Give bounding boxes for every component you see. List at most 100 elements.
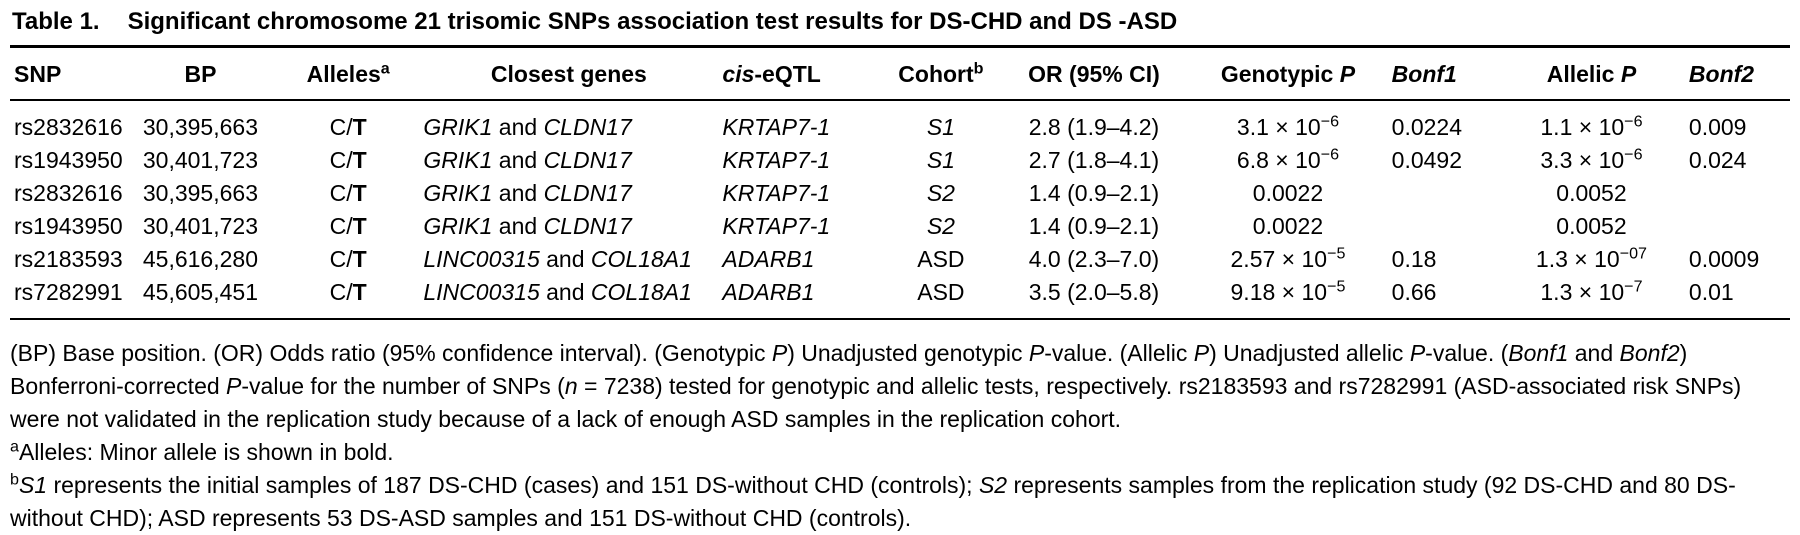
col-header-cohort-sup: b	[973, 59, 984, 78]
cell-alleles: C/T	[329, 246, 367, 272]
cell-bonf1: 0.0224	[1391, 114, 1463, 140]
col-header-cis-eqtl-rest: -eQTL	[754, 61, 821, 87]
cell-or: 2.7 (1.8–4.1)	[1028, 147, 1160, 173]
col-header-alleles-sup: a	[380, 59, 390, 78]
col-header-cis-eqtl-italic: cis	[722, 61, 755, 87]
cell-bp: 30,395,663	[142, 114, 258, 140]
cell-bonf1: 0.18	[1391, 246, 1437, 272]
col-header-bonf2: Bonf2	[1684, 46, 1790, 101]
table-label: Table 1.	[12, 8, 100, 35]
table-caption: Table 1. Significant chromosome 21 trisom…	[10, 2, 1790, 45]
cell-or: 4.0 (2.3–7.0)	[1028, 246, 1160, 272]
col-header-bonf2-italic: Bonf2	[1688, 61, 1755, 87]
cell-bonf1: 0.66	[1391, 279, 1437, 305]
cell-alleles: C/T	[329, 114, 367, 140]
cell-alleles: C/T	[329, 213, 367, 239]
col-header-genotypic-p-text: Genotypic	[1220, 61, 1340, 87]
table-row: rs2832616 30,395,663 C/T GRIK1 and CLDN17 KR…	[10, 100, 1790, 144]
cell-cis-eqtl: KRTAP7-1	[722, 213, 831, 239]
col-header-genotypic-p-italic: P	[1339, 61, 1356, 87]
cell-bp: 30,395,663	[142, 180, 258, 206]
table-row: rs2183593 45,616,280 C/T LINC00315 and COL1…	[10, 243, 1790, 276]
cell-cis-eqtl: KRTAP7-1	[722, 114, 831, 140]
cell-or: 2.8 (1.9–4.2)	[1028, 114, 1160, 140]
cell-allelic-p: 1.3 × 10−7	[1540, 277, 1643, 305]
col-header-bp: BP	[123, 46, 277, 101]
cell-bonf2: 0.024	[1688, 147, 1747, 173]
cell-closest-genes: GRIK1 and CLDN17	[423, 114, 632, 140]
cell-allelic-p: 3.3 × 10−6	[1540, 145, 1643, 173]
cell-cohort: ASD	[917, 246, 965, 272]
cell-snp: rs7282991	[14, 279, 123, 305]
cell-cohort: ASD	[917, 279, 965, 305]
col-header-bonf1: Bonf1	[1387, 46, 1499, 101]
col-header-allelic-p: Allelic P	[1498, 46, 1685, 101]
cell-allelic-p: 0.0052	[1556, 180, 1627, 206]
cell-bonf2: 0.009	[1688, 114, 1747, 140]
cell-cohort: S2	[926, 213, 955, 239]
cell-closest-genes: GRIK1 and CLDN17	[423, 213, 632, 239]
cell-closest-genes: GRIK1 and CLDN17	[423, 147, 632, 173]
cell-genotypic-p: 6.8 × 10−6	[1236, 145, 1340, 173]
cell-genotypic-p: 9.18 × 10−5	[1230, 277, 1346, 305]
cell-closest-genes: LINC00315 and COL18A1	[423, 246, 692, 272]
cell-cohort: S1	[926, 147, 955, 173]
cell-or: 1.4 (0.9–2.1)	[1028, 180, 1160, 206]
cell-bonf2: 0.0009	[1688, 246, 1760, 272]
col-header-alleles-text: Alleles	[306, 61, 381, 87]
cell-snp: rs1943950	[14, 147, 123, 173]
cell-bp: 30,401,723	[142, 213, 258, 239]
cell-snp: rs2183593	[14, 246, 123, 272]
cell-bonf1	[1388, 177, 1498, 210]
cell-bonf1: 0.0492	[1391, 147, 1463, 173]
footnote-b: bS1 represents the initial samples of 18…	[10, 470, 1736, 531]
cell-bonf2	[1685, 177, 1790, 210]
cell-bonf2: 0.01	[1688, 279, 1734, 305]
cell-or: 1.4 (0.9–2.1)	[1028, 213, 1160, 239]
cell-bp: 45,616,280	[142, 246, 258, 272]
table-body: rs2832616 30,395,663 C/T GRIK1 and CLDN17 KR…	[10, 100, 1790, 319]
cell-closest-genes: GRIK1 and CLDN17	[423, 180, 632, 206]
cell-genotypic-p: 0.0022	[1252, 180, 1324, 206]
cell-genotypic-p: 3.1 × 10−6	[1236, 112, 1340, 140]
cell-cis-eqtl: KRTAP7-1	[722, 147, 831, 173]
col-header-genotypic-p: Genotypic P	[1188, 46, 1388, 101]
table-header: SNP BP Allelesa Closest genes cis-eQTL C…	[10, 46, 1790, 101]
footnote-general: (BP) Base position. (OR) Odds ratio (95%…	[10, 340, 1742, 432]
cell-cis-eqtl: ADARB1	[722, 246, 815, 272]
cell-cis-eqtl: KRTAP7-1	[722, 180, 831, 206]
cell-snp: rs2832616	[14, 114, 123, 140]
cell-genotypic-p: 0.0022	[1252, 213, 1324, 239]
table-row: rs1943950 30,401,723 C/T GRIK1 and CLDN17 KR…	[10, 210, 1790, 243]
results-table: SNP BP Allelesa Closest genes cis-eQTL C…	[10, 45, 1790, 320]
col-header-snp: SNP	[10, 46, 124, 101]
cell-bonf2	[1685, 210, 1790, 243]
header-row: SNP BP Allelesa Closest genes cis-eQTL C…	[10, 46, 1790, 101]
cell-alleles: C/T	[329, 147, 367, 173]
col-header-cohort-text: Cohort	[898, 61, 974, 87]
cell-closest-genes: LINC00315 and COL18A1	[423, 279, 692, 305]
col-header-bonf1-italic: Bonf1	[1391, 61, 1457, 87]
cell-allelic-p: 0.0052	[1556, 213, 1627, 239]
cell-cohort: S1	[926, 114, 955, 140]
cell-allelic-p: 1.1 × 10−6	[1540, 112, 1643, 140]
cell-bp: 30,401,723	[142, 147, 258, 173]
cell-or: 3.5 (2.0–5.8)	[1028, 279, 1160, 305]
col-header-allelic-p-italic: P	[1620, 61, 1637, 87]
cell-genotypic-p: 2.57 × 10−5	[1230, 244, 1346, 272]
footnotes: (BP) Base position. (OR) Odds ratio (95%…	[10, 337, 1790, 535]
col-header-closest-genes: Closest genes	[419, 46, 719, 101]
footnote-a: aAlleles: Minor allele is shown in bold.	[10, 437, 394, 465]
cell-snp: rs2832616	[14, 180, 123, 206]
col-header-or: OR (95% CI)	[999, 46, 1189, 101]
col-header-cohort: Cohortb	[882, 46, 1000, 101]
cell-alleles: C/T	[329, 279, 367, 305]
cell-bonf1	[1388, 210, 1498, 243]
table-title: Significant chromosome 21 trisomic SNPs …	[127, 8, 1178, 35]
cell-cis-eqtl: ADARB1	[722, 279, 815, 305]
table-row: rs2832616 30,395,663 C/T GRIK1 and CLDN17 KR…	[10, 177, 1790, 210]
cell-cohort: S2	[926, 180, 955, 206]
cell-snp: rs1943950	[14, 213, 123, 239]
cell-alleles: C/T	[329, 180, 367, 206]
